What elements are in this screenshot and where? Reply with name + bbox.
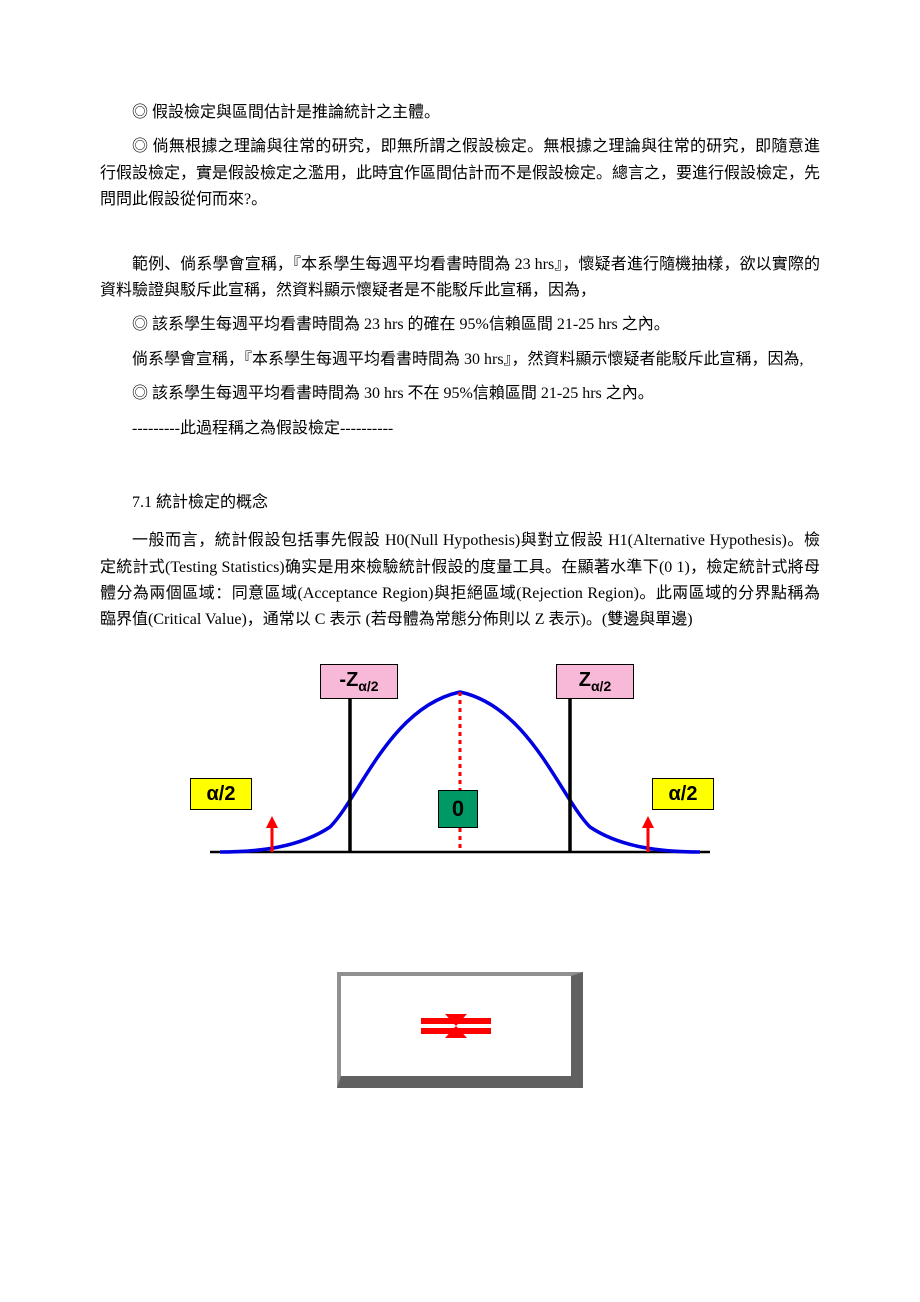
bell-curve-svg [190, 662, 730, 892]
paragraph-3-example: 範例、倘系學會宣稱，『本系學生每週平均看書時間為 23 hrs』，懷疑者進行隨機… [100, 252, 820, 305]
paragraph-5: 倘系學會宣稱，『本系學生每週平均看書時間為 30 hrs』，然資料顯示懷疑者能駁… [100, 347, 820, 373]
label-negative-z-critical: -Zα/2 [320, 664, 398, 699]
placeholder-inner [341, 976, 571, 1076]
document-page: ◎ 假設檢定與區間估計是推論統計之主體。 ◎ 倘無根據之理論與往常的研究，即無所… [0, 0, 920, 1148]
neg-z-text: -Z [339, 669, 358, 691]
paragraph-1: ◎ 假設檢定與區間估計是推論統計之主體。 [100, 100, 820, 126]
paragraph-6: ◎ 該系學生每週平均看書時間為 30 hrs 不在 95%信賴區間 21-25 … [100, 381, 820, 407]
label-alpha-left-tail: α/2 [190, 778, 252, 810]
section-heading-7-1: 7.1 統計檢定的概念 [100, 490, 820, 516]
paragraph-7-divider: ---------此過程稱之為假設檢定---------- [100, 416, 820, 442]
blank-spacer [100, 222, 820, 252]
label-alpha-right-tail: α/2 [652, 778, 714, 810]
paragraph-2: ◎ 倘無根據之理論與往常的研究，即無所謂之假設檢定。無根據之理論與往常的研究，即… [100, 134, 820, 213]
label-positive-z-critical: Zα/2 [556, 664, 634, 699]
label-center-zero: 0 [438, 790, 478, 828]
paragraph-8-body: 一般而言，統計假設包括事先假設 H0(Null Hypothesis)與對立假設… [100, 528, 820, 634]
paragraph-4: ◎ 該系學生每週平均看書時間為 23 hrs 的確在 95%信賴區間 21-25… [100, 312, 820, 338]
pos-z-subscript: α/2 [591, 678, 611, 694]
missing-image-placeholder [337, 972, 583, 1088]
broken-image-icon [401, 1006, 511, 1046]
blank-spacer [100, 450, 820, 480]
neg-z-subscript: α/2 [358, 678, 378, 694]
pos-z-text: Z [579, 669, 591, 691]
normal-distribution-diagram: -Zα/2 Zα/2 α/2 α/2 0 [190, 662, 730, 892]
